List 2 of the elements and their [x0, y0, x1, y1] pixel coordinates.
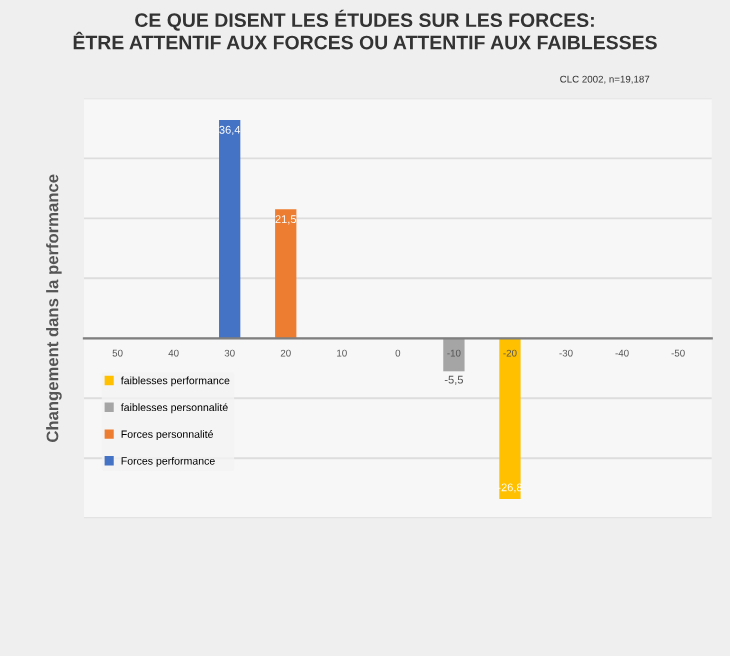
chart-title: CE QUE DISENT LES ÉTUDES SUR LES FORCES: ÊTRE ATTENTIF AUX FORCES OU ATTENTIF AUX FAIBLESSES [73, 9, 657, 50]
y-axis-title: Changement dans la performance [46, 174, 62, 442]
